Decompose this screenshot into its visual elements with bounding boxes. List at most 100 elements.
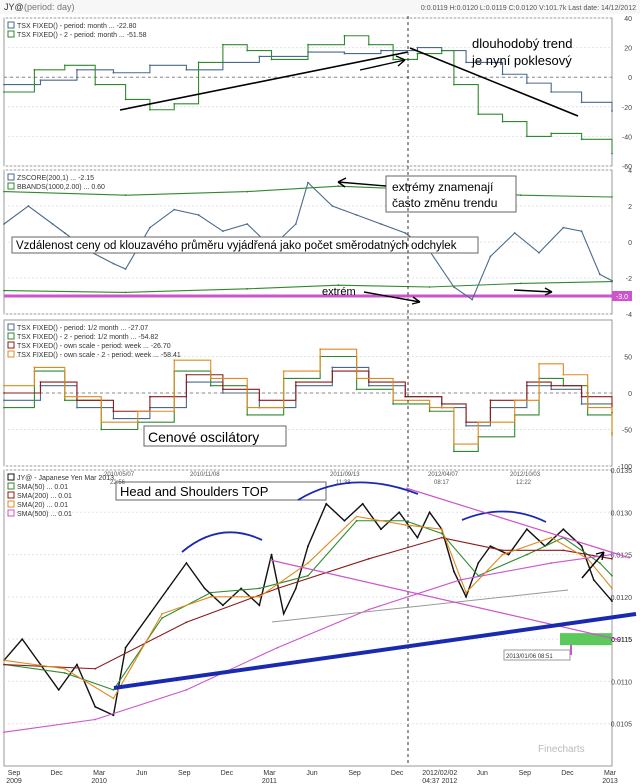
date-tag-2: 12:22 bbox=[516, 480, 532, 486]
data-point bbox=[21, 638, 24, 641]
x-tick-label: 2012/02/02 bbox=[422, 770, 457, 777]
x-tick-label: Sep bbox=[8, 770, 21, 777]
data-point bbox=[453, 570, 455, 573]
data-point bbox=[611, 587, 613, 590]
data-point bbox=[562, 226, 565, 229]
data-point bbox=[416, 536, 419, 539]
data-point bbox=[270, 58, 273, 61]
data-point bbox=[63, 232, 66, 234]
distance-note: Vzdálenost ceny od klouzavého průměru vy… bbox=[16, 240, 457, 252]
oscillators-note: Cenové oscilátory bbox=[148, 429, 259, 445]
data-point bbox=[173, 102, 176, 105]
data-point bbox=[592, 579, 595, 581]
note-box-hs bbox=[115, 481, 327, 501]
data-point bbox=[550, 384, 553, 387]
legend-swatch bbox=[7, 332, 15, 340]
data-point bbox=[3, 190, 5, 193]
data-point bbox=[33, 68, 36, 71]
data-point bbox=[76, 406, 78, 409]
head-arc bbox=[297, 481, 419, 501]
y-tick-label: 0.0105 bbox=[611, 722, 633, 729]
data-point bbox=[361, 502, 364, 505]
extremes-note-2: často změnu trendu bbox=[392, 196, 497, 210]
data-point bbox=[63, 64, 66, 67]
data-point bbox=[100, 421, 103, 424]
extreme-arrow-2 bbox=[513, 287, 553, 296]
level-label: 0.0115 bbox=[611, 637, 632, 644]
oscillator-panel: 50 0 -50 -100 TSX FIXED() - period: 1/2 mont… bbox=[3, 319, 632, 471]
x-tick-label: Jun bbox=[477, 770, 488, 777]
y-tick-label: -40 bbox=[622, 134, 632, 141]
data-point bbox=[221, 604, 224, 607]
data-point bbox=[3, 289, 5, 292]
data-point bbox=[611, 574, 613, 577]
data-point bbox=[501, 120, 504, 123]
price-panel: 0.0135 0.0130 0.0125 0.0120 0.0115 0.0110 0.01… bbox=[3, 468, 637, 767]
legend-entry: TSX FIXED() - own scale - 2 - period: we… bbox=[17, 352, 181, 359]
x-tick-year: 04:37 2012 bbox=[422, 778, 457, 784]
y-tick-label: 2 bbox=[628, 204, 632, 211]
data-point bbox=[440, 49, 443, 52]
data-point bbox=[611, 600, 613, 602]
data-point bbox=[94, 705, 97, 708]
data-point bbox=[477, 113, 480, 116]
legend-entry: TSX FIXED() - 2 - period: month ... -51.… bbox=[17, 32, 147, 39]
trend-arrow bbox=[359, 55, 406, 71]
data-point bbox=[76, 399, 78, 402]
data-point bbox=[209, 591, 212, 594]
data-point bbox=[392, 58, 395, 61]
data-point bbox=[307, 562, 309, 564]
x-tick-label: Mar bbox=[604, 770, 617, 777]
data-point bbox=[380, 49, 382, 52]
data-point bbox=[513, 399, 516, 402]
data-point bbox=[611, 553, 613, 556]
data-point bbox=[337, 185, 340, 188]
legend-entry: JY@ - Japanese Yen Mar 2013 bbox=[17, 475, 114, 482]
data-point bbox=[112, 688, 115, 691]
data-point bbox=[367, 557, 370, 560]
neckline bbox=[271, 589, 569, 623]
legend-entry: ZSCORE(200,1) ... -2.15 bbox=[17, 175, 94, 182]
data-point bbox=[550, 536, 553, 539]
data-point bbox=[3, 399, 5, 402]
legend-swatch bbox=[7, 182, 15, 190]
data-point bbox=[404, 232, 407, 234]
data-point bbox=[465, 424, 467, 427]
data-point bbox=[398, 511, 401, 514]
data-point bbox=[416, 52, 419, 55]
data-point bbox=[124, 194, 127, 197]
data-point bbox=[124, 98, 127, 101]
data-point bbox=[94, 83, 97, 86]
date-tag: 2011/09/13 bbox=[330, 472, 360, 478]
data-point bbox=[307, 181, 309, 184]
extremes-note: extrémy znamenají bbox=[392, 180, 494, 194]
level-badge bbox=[612, 291, 632, 301]
data-point bbox=[465, 61, 467, 64]
y-tick-label: -2 bbox=[626, 276, 632, 283]
x-tick-label: Jun bbox=[136, 770, 147, 777]
legend-swatch bbox=[7, 509, 15, 517]
legend-swatch bbox=[7, 30, 15, 38]
data-point bbox=[477, 421, 480, 424]
data-point bbox=[525, 135, 528, 138]
data-point bbox=[525, 82, 528, 85]
x-tick-year: 2009 bbox=[6, 778, 22, 784]
data-point bbox=[580, 395, 583, 398]
legend-swatch bbox=[7, 473, 15, 481]
legend-swatch bbox=[7, 173, 15, 181]
y-tick-label: -60 bbox=[622, 164, 632, 171]
data-point bbox=[209, 377, 212, 380]
data-point bbox=[149, 108, 151, 111]
channel-bottom bbox=[269, 559, 621, 641]
data-point bbox=[258, 587, 261, 590]
data-point bbox=[3, 731, 5, 734]
x-tick-year: 2013 bbox=[602, 778, 618, 784]
data-point bbox=[416, 46, 419, 49]
data-point bbox=[440, 532, 443, 535]
data-point bbox=[598, 273, 601, 276]
data-point bbox=[3, 392, 5, 394]
data-point bbox=[331, 205, 334, 207]
y-tick-label: 0.0110 bbox=[611, 679, 632, 686]
data-point bbox=[63, 399, 66, 402]
